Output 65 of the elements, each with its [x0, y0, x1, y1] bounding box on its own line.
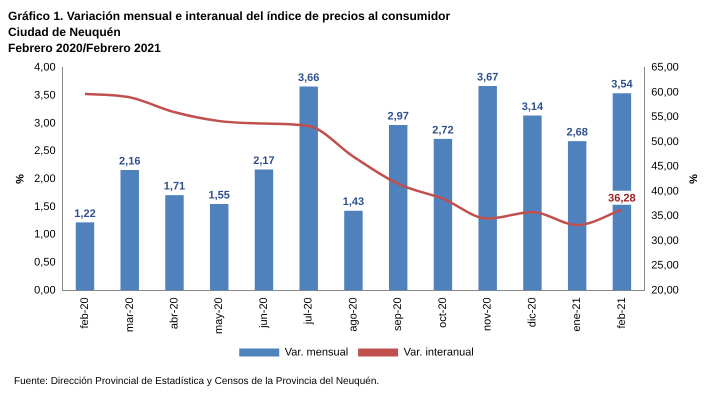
legend-label: Var. interanual	[404, 346, 474, 359]
bar	[299, 86, 318, 290]
bar	[344, 210, 363, 290]
y2-tick-label: 55,00	[651, 111, 679, 124]
bar	[388, 124, 408, 290]
y-tick-label: 2,50	[34, 145, 56, 158]
bar	[120, 170, 139, 290]
y2-tick-label: 25,00	[651, 260, 679, 272]
y2-tick-label: 45,00	[651, 160, 679, 173]
data-label: 3,54	[611, 78, 634, 91]
chart-title: Gráfico 1. Variación mensual e interanual del índice de precios al consumidor	[8, 8, 450, 24]
bar	[210, 204, 228, 290]
y2-tick-label: 20,00	[651, 284, 679, 296]
y-tick-label: 4,00	[34, 62, 56, 74]
bar	[478, 86, 497, 290]
y2-tick-label: 50,00	[651, 136, 679, 148]
data-label: 36,28	[608, 192, 636, 204]
x-tick-label: feb-20	[79, 297, 92, 329]
bar	[254, 169, 274, 290]
x-tick-label: ene-21	[571, 297, 584, 332]
data-label: 2,17	[253, 155, 275, 168]
y2-tick-label: 60,00	[651, 86, 679, 98]
x-tick-label: oct-20	[436, 297, 449, 328]
chart-subtitle: Ciudad de Neuquén Febrero 2020/Febrero 2021	[8, 24, 162, 56]
bar	[568, 141, 586, 290]
y-axis-title: %	[14, 174, 27, 184]
data-label: 2,16	[119, 156, 140, 168]
data-label: 2,97	[387, 110, 409, 122]
y-tick-label: 2,00	[34, 172, 56, 185]
x-tick-label: abr-20	[168, 297, 180, 330]
x-tick-label: nov-20	[482, 297, 494, 331]
y2-tick-label: 30,00	[651, 234, 679, 247]
y-tick-label: 0,50	[34, 256, 56, 269]
data-label: 1,22	[74, 208, 96, 220]
data-label: 1,55	[208, 190, 230, 202]
y-tick-label: 3,50	[34, 89, 56, 102]
data-label: 1,71	[164, 180, 186, 193]
data-label: 2,68	[566, 126, 588, 139]
y-tick-label: 1,00	[34, 228, 56, 241]
data-label: 2,72	[432, 124, 454, 136]
y-tick-label: 1,50	[34, 200, 56, 213]
x-tick-label: mar-20	[124, 297, 136, 332]
y2-tick-label: 35,00	[651, 210, 679, 222]
legend-label: Var. mensual	[284, 346, 348, 359]
x-tick-label: feb-21	[616, 297, 628, 329]
y2-axis-title: %	[686, 174, 698, 184]
y2-tick-label: 40,00	[651, 185, 679, 198]
bar	[76, 222, 94, 290]
data-label: 1,43	[342, 196, 364, 208]
y-tick-label: 0,00	[34, 284, 56, 296]
x-tick-label: jul-20	[302, 297, 315, 326]
source-note: Fuente: Dirección Provincial de Estadística y Censos de la Provincia del Neuquén.	[14, 376, 380, 387]
y-tick-label: 3,00	[34, 117, 56, 130]
data-label: 3,67	[476, 72, 498, 84]
data-label: 3,66	[298, 72, 320, 84]
bar	[523, 115, 542, 290]
data-label: 3,14	[522, 101, 544, 114]
x-tick-label: sep-20	[392, 297, 404, 331]
bar	[165, 195, 184, 290]
x-tick-label: dic-20	[526, 297, 538, 328]
x-tick-label: may-20	[213, 297, 226, 334]
x-tick-label: jun-20	[258, 297, 270, 329]
x-tick-label: ago-20	[347, 297, 360, 332]
y2-tick-label: 65,00	[651, 62, 679, 74]
bar	[434, 138, 452, 290]
